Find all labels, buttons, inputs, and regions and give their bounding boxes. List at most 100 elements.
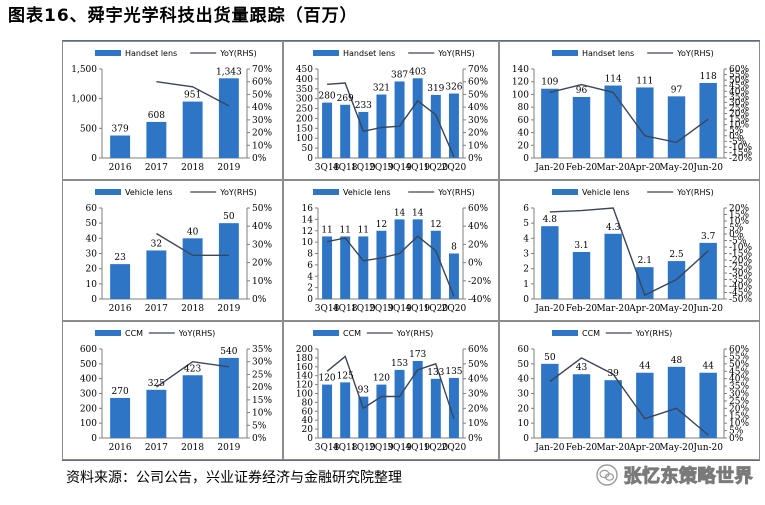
x-tick-label: May-20 bbox=[659, 304, 693, 314]
bar bbox=[218, 223, 239, 299]
legend: CCM YoY(RHS) bbox=[95, 329, 215, 338]
y2-tick-label: 15% bbox=[729, 412, 749, 422]
y-tick-label: 50 bbox=[86, 219, 98, 229]
panel-border bbox=[62, 41, 283, 180]
legend-line-label: YoY(RHS) bbox=[437, 49, 475, 58]
legend-line-label: YoY(RHS) bbox=[635, 329, 673, 338]
source-note: 资料来源：公司公告，兴业证券经济与金融研究院整理 bbox=[66, 470, 402, 486]
bar bbox=[699, 82, 717, 158]
chart-grid: Handset lens YoY(RHS) 0 500 1,000 1,500 0% 10% 2… bbox=[62, 41, 760, 460]
chart-panel-7: CCM YoY(RHS) 0 100 200 300 400 500 600 0% 5% 10% 15%… bbox=[62, 321, 283, 460]
x-tick-label: 2018 bbox=[181, 443, 204, 453]
panel-border bbox=[62, 180, 283, 321]
x-tick-label: 2Q19 bbox=[369, 304, 394, 314]
bar bbox=[412, 361, 423, 438]
x-tick-label: 2Q20 bbox=[442, 443, 467, 453]
y2-tick-label: 50% bbox=[729, 76, 749, 86]
y-tick-label: 300 bbox=[296, 95, 313, 105]
data-label: 11 bbox=[339, 225, 350, 235]
y-tick-label: 0 bbox=[91, 154, 97, 164]
chart-svg: Vehicle lens YoY(RHS)0246810121416-40%-20… bbox=[283, 180, 499, 321]
bar bbox=[340, 236, 351, 299]
y-tick-label: 4 bbox=[523, 234, 529, 244]
legend-line-label: YoY(RHS) bbox=[676, 49, 714, 58]
y2-tick-label: 20% bbox=[729, 404, 749, 414]
yoy-line bbox=[549, 207, 709, 297]
legend-line-label: YoY(RHS) bbox=[219, 188, 257, 197]
data-label: 114 bbox=[605, 75, 622, 85]
legend-bar-swatch bbox=[313, 189, 339, 195]
chart-panel-4: Vehicle lens YoY(RHS) 0 10 20 30 40 50 60 0% 10% 20… bbox=[62, 180, 283, 321]
bar bbox=[430, 230, 441, 299]
x-tick-label: 1Q20 bbox=[424, 163, 449, 173]
data-label: 3.1 bbox=[574, 241, 588, 251]
y-tick-label: 500 bbox=[80, 124, 97, 134]
bar bbox=[412, 219, 423, 299]
y2-tick-label: 35% bbox=[729, 382, 749, 392]
y2-tick-label: -5% bbox=[729, 137, 747, 147]
y2-tick-label: -15% bbox=[729, 250, 752, 260]
x-tick-label: 4Q19 bbox=[405, 443, 430, 453]
y-tick-label: 60 bbox=[302, 407, 314, 417]
x-tick-label: 3Q19 bbox=[387, 443, 412, 453]
x-tick-label: 1Q19 bbox=[351, 443, 376, 453]
legend-bar-swatch bbox=[95, 189, 121, 195]
x-tick-label: 3Q19 bbox=[387, 163, 412, 173]
y2-tick-label: 5% bbox=[729, 126, 744, 136]
bar bbox=[572, 96, 591, 158]
yoy-line bbox=[326, 235, 455, 297]
bar bbox=[146, 250, 167, 299]
bar bbox=[358, 396, 369, 438]
chart-svg: Handset lens YoY(RHS) 0 500 1,000 1,500 0% 10% 2… bbox=[62, 41, 283, 180]
y2-tick-label: 0% bbox=[468, 154, 483, 164]
data-label: 423 bbox=[184, 364, 201, 374]
y-tick-label: 6 bbox=[523, 204, 529, 214]
y-tick-label: 20 bbox=[518, 141, 530, 151]
y2-tick-label: 25% bbox=[729, 104, 749, 114]
y2-tick-label: 40% bbox=[729, 87, 749, 97]
x-tick-label: 4Q19 bbox=[405, 163, 430, 173]
y-tick-label: 3 bbox=[523, 250, 529, 260]
x-tick-label: 2016 bbox=[109, 163, 132, 173]
yoy-line bbox=[155, 360, 229, 388]
x-tick-label: Apr-20 bbox=[628, 163, 660, 173]
bar bbox=[604, 85, 622, 158]
legend: Handset lens YoY(RHS) bbox=[313, 49, 475, 58]
legend: Vehicle lens YoY(RHS) bbox=[313, 188, 475, 197]
bar bbox=[182, 101, 203, 158]
y2-tick-label: 0% bbox=[729, 132, 744, 142]
y2-tick-label: 35% bbox=[729, 93, 749, 103]
y2-tick-label: 15% bbox=[729, 115, 749, 125]
bar bbox=[636, 87, 654, 158]
x-tick-label: 2017 bbox=[145, 163, 168, 173]
legend-bar-swatch bbox=[552, 330, 578, 336]
y-tick-label: 40 bbox=[302, 416, 314, 426]
y2-tick-label: -30% bbox=[729, 269, 752, 279]
y-tick-label: 50 bbox=[518, 360, 530, 370]
y-tick-label: 300 bbox=[80, 390, 97, 400]
x-tick-label: Jan-20 bbox=[534, 163, 565, 173]
y-tick-label: 120 bbox=[512, 78, 529, 88]
data-label: 12 bbox=[376, 220, 387, 230]
bar bbox=[322, 384, 333, 438]
data-label: 50 bbox=[544, 353, 556, 363]
bar bbox=[541, 88, 559, 158]
source-rule bbox=[62, 460, 760, 461]
x-tick-label: 2Q19 bbox=[369, 443, 394, 453]
panel-border bbox=[499, 41, 760, 180]
chart-svg: Vehicle lens YoY(RHS) 0 10 20 30 40 50 60 0% 10% 20… bbox=[62, 180, 283, 321]
y2-tick-label: 0% bbox=[252, 154, 267, 164]
y2-tick-label: -45% bbox=[729, 289, 752, 299]
y2-tick-label: 60% bbox=[468, 204, 488, 214]
y2-tick-label: 60% bbox=[468, 345, 488, 355]
y-tick-label: 1,500 bbox=[71, 65, 97, 75]
bar bbox=[430, 378, 441, 438]
bar bbox=[699, 242, 717, 299]
y2-tick-label: -20% bbox=[729, 256, 752, 266]
y2-tick-label: 40% bbox=[729, 375, 749, 385]
y-tick-label: 4 bbox=[307, 272, 313, 282]
bar bbox=[182, 238, 203, 299]
chart-svg: Vehicle lens YoY(RHS)0123456-50%-45%-40%-… bbox=[499, 180, 760, 321]
legend-bar-label: Handset lens bbox=[343, 49, 395, 58]
wechat-icon bbox=[595, 464, 618, 486]
